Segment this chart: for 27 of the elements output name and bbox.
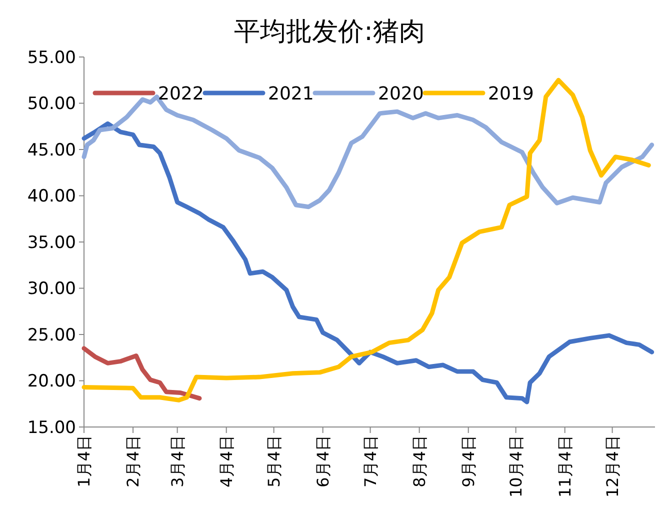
y-tick-label: 25.00: [27, 325, 76, 346]
y-tick-label: 35.00: [27, 232, 76, 253]
y-tick-label: 50.00: [27, 94, 76, 114]
y-tick-label: 45.00: [27, 140, 76, 160]
legend-label: 2019: [488, 83, 534, 104]
x-tick-label: 10月4日: [506, 435, 526, 498]
legend-label: 2021: [268, 83, 314, 104]
x-tick-label: 11月4日: [555, 435, 574, 498]
x-tick-label: 8月4日: [410, 435, 429, 488]
legend-label: 2020: [378, 83, 424, 104]
x-tick-label: 12月4日: [602, 435, 622, 498]
y-tick-label: 15.00: [27, 418, 76, 438]
x-tick-label: 7月4日: [360, 435, 380, 488]
x-tick-label: 3月4日: [168, 435, 187, 488]
x-tick-label: 9月4日: [458, 435, 478, 488]
line-series: [82, 346, 202, 401]
x-tick-label: 2月4日: [124, 435, 143, 488]
y-tick-label: 40.00: [27, 186, 76, 207]
chart-title: 平均批发价:猪肉: [234, 17, 425, 47]
y-tick-label: 20.00: [27, 372, 76, 392]
x-tick-label: 6月4日: [313, 435, 332, 488]
x-tick-label: 5月4日: [264, 435, 284, 488]
x-tick-label: 4月4日: [216, 435, 236, 488]
y-tick-label: 55.00: [27, 48, 76, 68]
legend-label: 2022: [158, 83, 204, 104]
x-tick-label: 1月4日: [74, 435, 94, 488]
y-tick-label: 30.00: [27, 279, 76, 300]
